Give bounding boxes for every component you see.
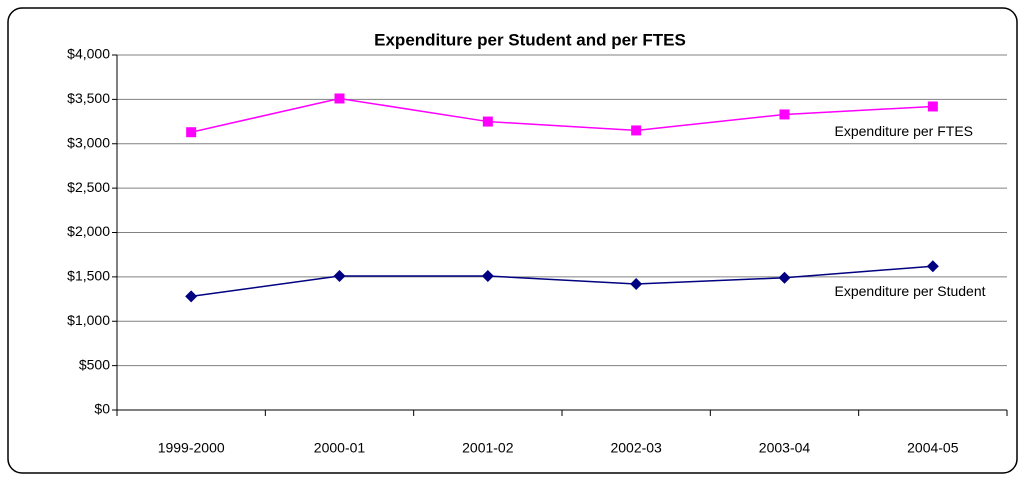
y-tick-label: $3,000 [67,134,110,150]
point-marker [631,125,642,136]
x-tick-label: 2000-01 [314,440,366,456]
point-marker [926,260,939,273]
x-tick-label: 1999-2000 [158,440,225,456]
series-line [191,97,933,133]
point-marker [186,127,197,138]
x-tick-label: 2003-04 [759,440,811,456]
point-marker [630,277,643,290]
point-marker [334,93,345,104]
series-label: Expenditure per FTES [835,123,974,139]
y-tick-label: $3,500 [67,90,110,106]
point-marker [481,269,494,282]
point-marker [779,109,790,120]
point-marker [333,269,346,282]
y-tick-label: $4,000 [67,46,110,62]
y-tick-label: $1,500 [67,268,110,284]
series-label: Expenditure per Student [835,283,986,299]
point-marker [927,101,938,112]
point-marker [482,116,493,127]
series-line [191,265,933,298]
y-tick-label: $2,000 [67,223,110,239]
y-tick-label: $1,000 [67,312,110,328]
y-tick-label: $0 [94,401,110,417]
x-tick-label: 2004-05 [907,440,959,456]
x-tick-label: 2001-02 [462,440,514,456]
y-tick-label: $500 [79,356,110,372]
x-tick-label: 2002-03 [610,440,662,456]
chart-frame [7,7,1018,474]
point-marker [778,271,791,284]
point-marker [185,290,198,303]
chart-title: Expenditure per Student and per FTES [374,30,686,49]
y-tick-label: $2,500 [67,179,110,195]
